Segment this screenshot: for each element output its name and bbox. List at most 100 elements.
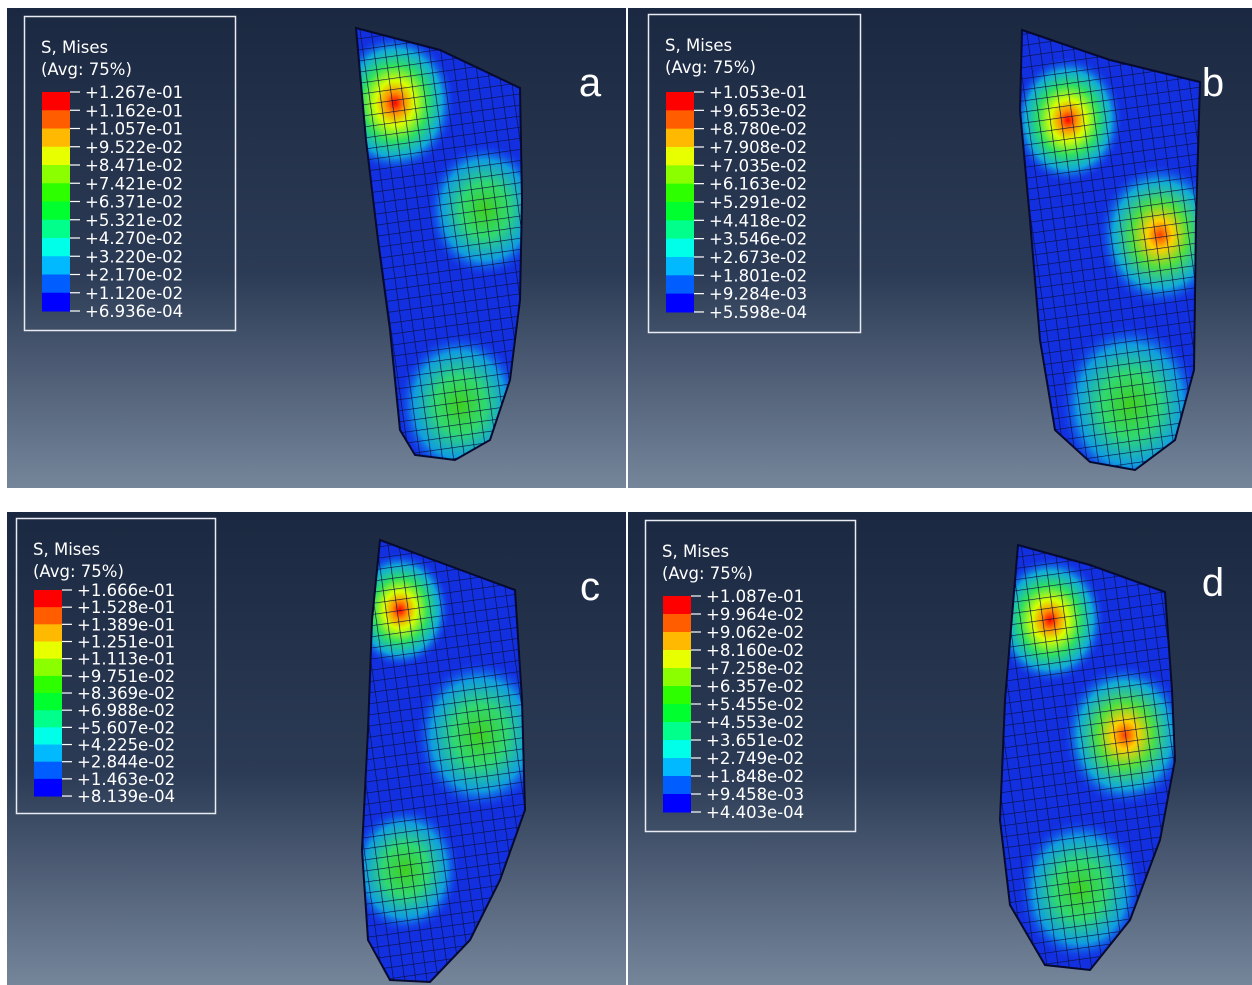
legend-label: +4.270e-02 <box>85 229 183 248</box>
color-band <box>34 590 62 608</box>
legend-label: +7.035e-02 <box>709 156 807 175</box>
row-gap <box>0 488 1252 512</box>
color-band <box>42 275 70 294</box>
legend-label: +9.522e-02 <box>85 138 183 157</box>
color-band <box>42 293 70 312</box>
legend-label: +5.607e-02 <box>77 718 175 737</box>
color-band <box>34 676 62 694</box>
legend-label: +7.421e-02 <box>85 174 183 193</box>
legend-label: +2.170e-02 <box>85 266 183 285</box>
legend-label: +1.057e-01 <box>85 120 183 139</box>
color-band <box>34 762 62 780</box>
color-band <box>663 758 691 777</box>
color-band <box>34 727 62 745</box>
color-band <box>42 202 70 221</box>
color-band <box>666 147 694 166</box>
legend-title: S, Mises <box>662 542 729 561</box>
legend-label: +1.801e-02 <box>709 266 807 285</box>
legend-label: +1.463e-02 <box>77 770 175 789</box>
legend-label: +1.087e-01 <box>706 587 804 606</box>
color-band <box>666 220 694 239</box>
legend-label: +8.139e-04 <box>77 787 175 806</box>
legend-label: +4.225e-02 <box>77 736 175 755</box>
color-band <box>663 704 691 723</box>
legend-label: +7.258e-02 <box>706 659 804 678</box>
legend-label: +2.673e-02 <box>709 248 807 267</box>
legend-label: +8.780e-02 <box>709 120 807 139</box>
color-band <box>34 710 62 728</box>
color-band <box>663 776 691 795</box>
color-band <box>663 668 691 687</box>
legend-label: +5.455e-02 <box>706 695 804 714</box>
legend-label: +1.113e-01 <box>77 650 175 669</box>
color-band <box>34 607 62 625</box>
color-band <box>34 693 62 711</box>
color-band <box>666 92 694 111</box>
legend-label: +4.418e-02 <box>709 211 807 230</box>
color-band <box>666 184 694 203</box>
panel: bS, Mises(Avg: 75%)+1.053e-01+9.653e-02+… <box>628 8 1252 488</box>
legend-subtitle: (Avg: 75%) <box>41 60 132 79</box>
color-band <box>42 92 70 111</box>
color-band <box>663 794 691 813</box>
legend-label: +1.267e-01 <box>85 83 183 102</box>
color-band <box>666 257 694 276</box>
color-band <box>42 129 70 148</box>
legend-label: +4.403e-04 <box>706 803 804 822</box>
legend-label: +8.471e-02 <box>85 156 183 175</box>
color-band <box>663 614 691 633</box>
color-band <box>34 779 62 797</box>
legend-label: +7.908e-02 <box>709 138 807 157</box>
color-band <box>34 745 62 763</box>
legend-label: +3.220e-02 <box>85 247 183 266</box>
legend-label: +5.291e-02 <box>709 193 807 212</box>
panel-letter: c <box>580 565 600 609</box>
color-band <box>42 256 70 275</box>
legend-label: +1.251e-01 <box>77 633 175 652</box>
color-band <box>42 183 70 202</box>
legend-label: +5.321e-02 <box>85 211 183 230</box>
panel: cS, Mises(Avg: 75%)+1.666e-01+1.528e-01+… <box>7 512 626 985</box>
color-band <box>34 642 62 660</box>
legend-label: +1.666e-01 <box>77 581 175 600</box>
legend-label: +6.936e-04 <box>85 302 183 321</box>
color-band <box>663 632 691 651</box>
legend-label: +9.284e-03 <box>709 285 807 304</box>
legend-subtitle: (Avg: 75%) <box>662 564 753 583</box>
figure: aS, Mises(Avg: 75%)+1.267e-01+1.162e-01+… <box>0 0 1252 985</box>
legend-label: +9.964e-02 <box>706 605 804 624</box>
panel-letter: a <box>579 61 602 105</box>
color-band <box>663 650 691 669</box>
legend-label: +1.162e-01 <box>85 101 183 120</box>
panel-letter: d <box>1202 561 1224 605</box>
panel: aS, Mises(Avg: 75%)+1.267e-01+1.162e-01+… <box>7 8 626 488</box>
legend-label: +9.751e-02 <box>77 667 175 686</box>
color-band <box>42 165 70 184</box>
legend-label: +6.371e-02 <box>85 193 183 212</box>
color-band <box>663 596 691 615</box>
legend-label: +9.458e-03 <box>706 785 804 804</box>
legend-label: +8.160e-02 <box>706 641 804 660</box>
color-band <box>666 110 694 129</box>
color-band <box>663 740 691 759</box>
legend-label: +1.389e-01 <box>77 615 175 634</box>
page: {"panels": [ {"letter": "a", "legend": {… <box>0 0 1252 985</box>
color-band <box>34 624 62 642</box>
legend-label: +3.546e-02 <box>709 230 807 249</box>
color-band <box>42 238 70 257</box>
color-band <box>666 165 694 184</box>
legend-title: S, Mises <box>41 38 108 57</box>
color-band <box>666 294 694 313</box>
legend-label: +2.749e-02 <box>706 749 804 768</box>
legend-label: +1.120e-02 <box>85 284 183 303</box>
legend-label: +8.369e-02 <box>77 684 175 703</box>
legend-label: +9.653e-02 <box>709 101 807 120</box>
color-band <box>42 220 70 239</box>
color-band <box>666 202 694 221</box>
color-band <box>666 239 694 258</box>
panel: d S, Mises (Avg: 75%) +1.087e-01+9.964e-02 +… <box>628 512 1252 985</box>
legend-label: +2.844e-02 <box>77 753 175 772</box>
legend-label: +3.651e-02 <box>706 731 804 750</box>
color-band <box>666 129 694 148</box>
legend-title: S, Mises <box>33 540 100 559</box>
